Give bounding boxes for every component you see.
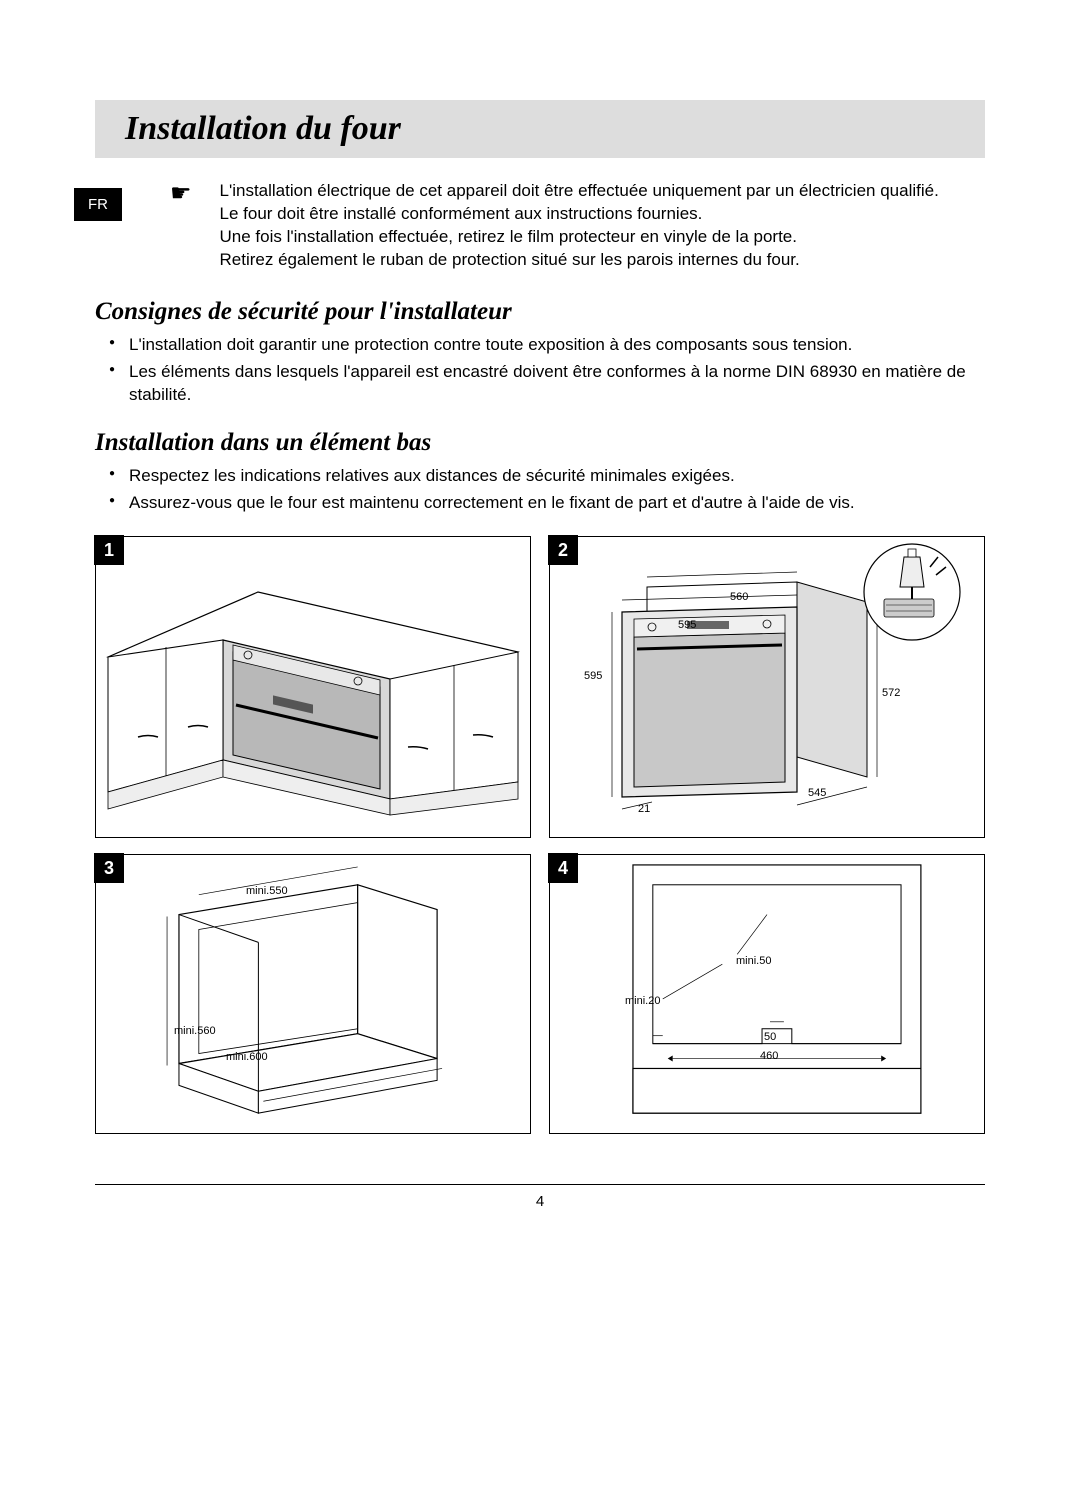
dim-label: mini.50 <box>736 955 771 967</box>
intro-block: ☛ L'installation électrique de cet appar… <box>170 180 985 272</box>
dim-label: mini.560 <box>174 1025 216 1037</box>
intro-line: Le four doit être installé conformément … <box>220 203 939 226</box>
install-bullets: Respectez les indications relatives aux … <box>95 465 985 515</box>
language-tab: FR <box>74 188 122 221</box>
intro-line: Une fois l'installation effectuée, retir… <box>220 226 939 249</box>
list-item: L'installation doit garantir une protect… <box>95 334 985 357</box>
pointer-icon: ☛ <box>170 180 192 272</box>
figure-grid: 1 <box>95 536 985 1134</box>
figure-4: 4 mini.50 mi <box>549 854 985 1134</box>
intro-line: L'installation électrique de cet apparei… <box>220 180 939 203</box>
dim-label: 460 <box>760 1050 778 1062</box>
dim-label: mini.600 <box>226 1051 268 1063</box>
intro-text: L'installation électrique de cet apparei… <box>220 180 939 272</box>
list-item: Assurez-vous que le four est maintenu co… <box>95 492 985 515</box>
dim-label: 21 <box>638 803 650 815</box>
dim-label: mini.550 <box>246 885 288 897</box>
dim-label: 595 <box>678 619 696 631</box>
dim-label: mini.20 <box>625 995 660 1007</box>
list-item: Respectez les indications relatives aux … <box>95 465 985 488</box>
figure-4-diagram <box>550 855 984 1133</box>
figure-2: 2 <box>549 536 985 838</box>
figure-3-diagram <box>96 855 530 1133</box>
dim-label: 572 <box>882 687 900 699</box>
section-heading-safety: Consignes de sécurité pour l'installateu… <box>95 298 985 326</box>
dim-label: 545 <box>808 787 826 799</box>
list-item: Les éléments dans lesquels l'appareil es… <box>95 361 985 407</box>
figure-number: 3 <box>94 853 124 883</box>
page-rule <box>95 1184 985 1185</box>
page-title: Installation du four <box>125 110 955 148</box>
figure-1-diagram <box>96 537 530 837</box>
figure-2-diagram <box>550 537 984 837</box>
figure-number: 2 <box>548 535 578 565</box>
figure-1: 1 <box>95 536 531 838</box>
title-bar: Installation du four <box>95 100 985 158</box>
section-heading-install: Installation dans un élément bas <box>95 429 985 457</box>
page-number: 4 <box>95 1193 985 1210</box>
figure-number: 1 <box>94 535 124 565</box>
dim-label: 50 <box>764 1031 776 1043</box>
dim-label: 560 <box>730 591 748 603</box>
intro-line: Retirez également le ruban de protection… <box>220 249 939 272</box>
safety-bullets: L'installation doit garantir une protect… <box>95 334 985 407</box>
figure-3: 3 mini.550 mini.560 mini <box>95 854 531 1134</box>
figure-number: 4 <box>548 853 578 883</box>
dim-label: 595 <box>584 670 602 682</box>
